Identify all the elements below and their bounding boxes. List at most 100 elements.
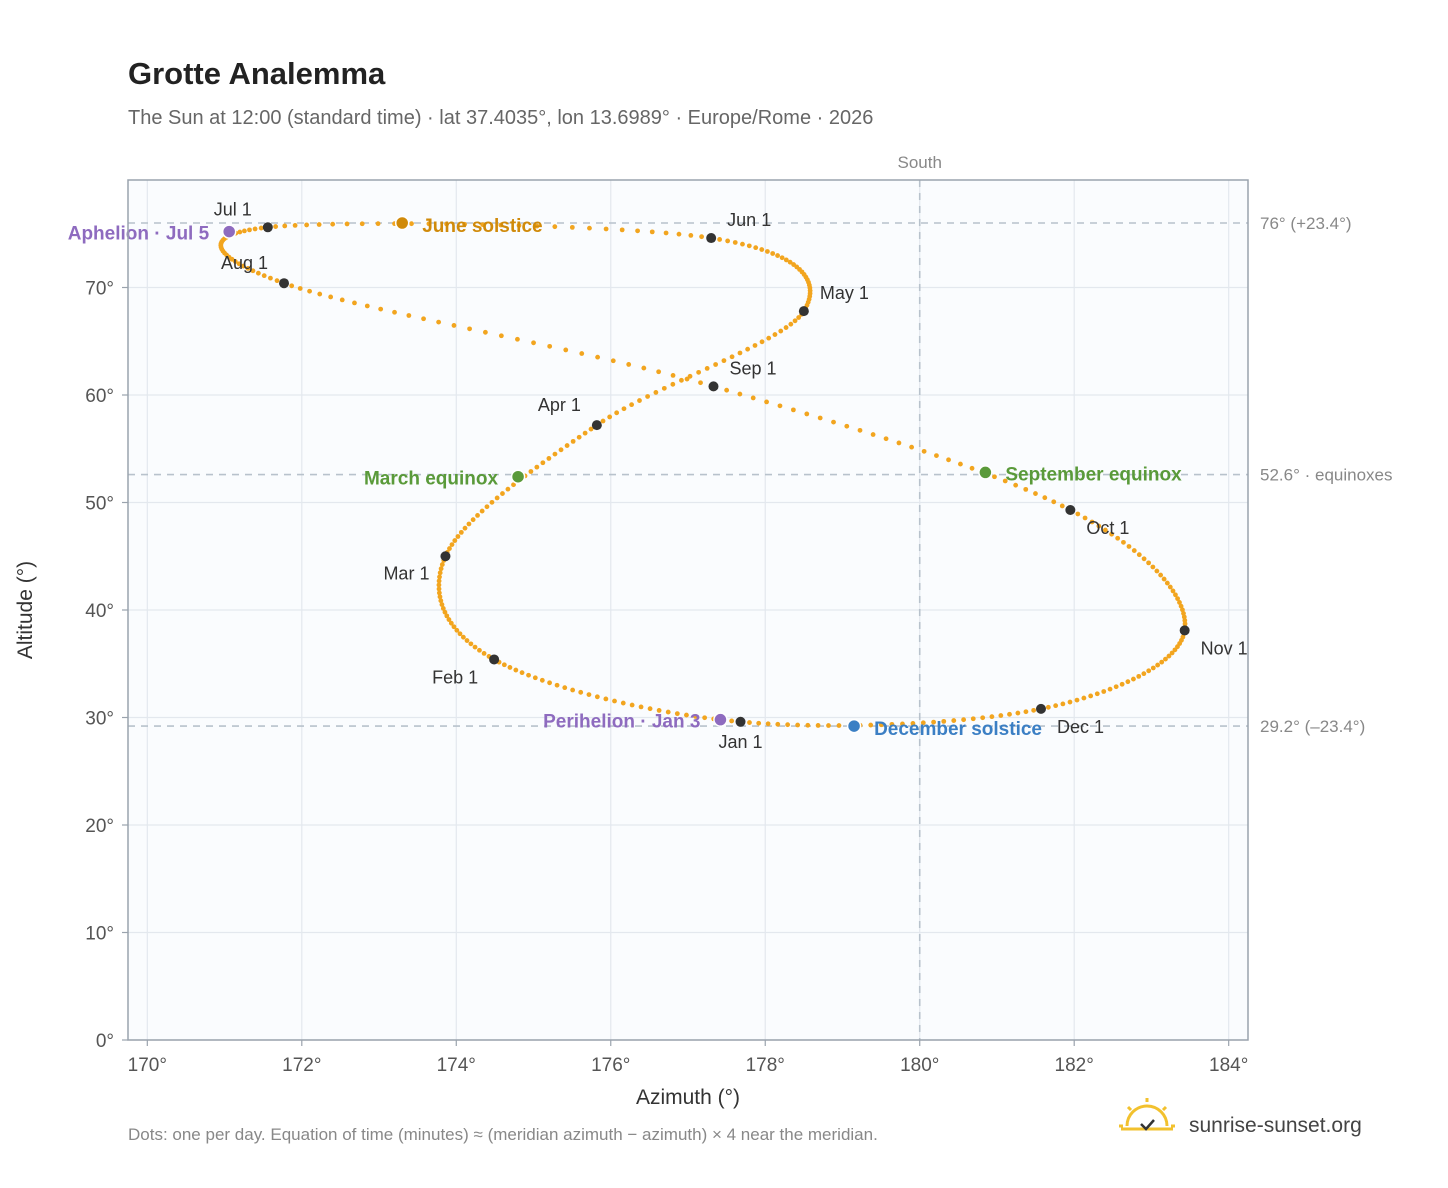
- daily-dot: [934, 453, 939, 458]
- daily-dot: [753, 245, 759, 251]
- daily-dot: [505, 486, 511, 492]
- daily-dot: [406, 313, 412, 318]
- daily-dot: [670, 381, 676, 387]
- event-marker: [394, 215, 410, 231]
- daily-dot: [1053, 703, 1059, 709]
- daily-dot: [1033, 491, 1038, 496]
- daily-dot: [498, 333, 504, 339]
- month-marker: [708, 381, 719, 392]
- x-tick-label: 182°: [1055, 1055, 1094, 1076]
- daily-dot: [815, 723, 821, 728]
- daily-dot: [1166, 653, 1172, 659]
- daily-dot: [679, 377, 684, 383]
- daily-dot: [603, 696, 609, 702]
- month-label: Sep 1: [729, 358, 776, 378]
- daily-dot: [684, 712, 689, 718]
- daily-dot: [442, 609, 448, 615]
- daily-dot: [684, 376, 690, 382]
- daily-dot: [1178, 603, 1184, 609]
- daily-dot: [375, 221, 381, 227]
- daily-dot: [552, 224, 558, 230]
- daily-dot: [674, 711, 680, 717]
- month-marker: [489, 654, 500, 665]
- daily-dot: [466, 521, 472, 527]
- daily-dot: [1161, 576, 1167, 582]
- daily-dot: [920, 720, 926, 726]
- daily-dot: [775, 721, 781, 727]
- daily-dot: [289, 283, 295, 289]
- daily-dot: [1182, 621, 1188, 627]
- daily-dot: [1013, 482, 1019, 488]
- daily-dot: [245, 265, 251, 271]
- daily-dot: [746, 243, 752, 249]
- daily-dot: [378, 306, 384, 312]
- daily-dot: [857, 427, 863, 433]
- daily-dot: [462, 525, 468, 531]
- daily-dot: [446, 617, 452, 622]
- daily-dot: [304, 222, 310, 228]
- daily-dot: [460, 634, 466, 640]
- month-label: Feb 1: [432, 667, 478, 687]
- daily-dot: [426, 221, 432, 227]
- daily-dot: [330, 221, 336, 227]
- daily-dot: [931, 719, 937, 725]
- daily-dot: [785, 722, 791, 728]
- daily-dot: [437, 574, 442, 580]
- daily-dot: [532, 675, 538, 681]
- daily-dot: [515, 336, 520, 342]
- daily-dot: [498, 222, 504, 228]
- daily-dot: [255, 270, 261, 276]
- event-label: December solstice: [874, 719, 1042, 740]
- daily-dot: [1023, 709, 1029, 715]
- daily-dot: [232, 259, 238, 264]
- daily-dot: [439, 602, 445, 607]
- daily-dot: [670, 373, 676, 378]
- daily-dot: [745, 346, 751, 352]
- daily-dot: [900, 721, 905, 727]
- daily-dot: [534, 223, 540, 229]
- daily-dot: [1131, 548, 1137, 553]
- daily-dot: [844, 423, 850, 429]
- y-tick-label: 20°: [85, 816, 114, 837]
- month-marker: [440, 551, 451, 562]
- daily-dot: [704, 366, 710, 371]
- daily-dot: [759, 339, 765, 345]
- daily-dot: [737, 391, 743, 397]
- daily-dot: [724, 387, 730, 393]
- daily-dot: [570, 438, 576, 444]
- daily-dot: [317, 291, 323, 297]
- daily-dot: [831, 419, 836, 425]
- month-label: May 1: [820, 283, 869, 303]
- daily-dot: [783, 325, 789, 330]
- daily-dot: [717, 237, 723, 242]
- daily-dot: [1015, 710, 1021, 716]
- daily-dot: [359, 221, 365, 227]
- y-axis-label: Altitude (°): [14, 561, 37, 659]
- daily-dot: [576, 434, 582, 440]
- daily-dot: [1107, 686, 1113, 692]
- daily-dot: [552, 451, 558, 457]
- daily-dot: [653, 390, 659, 395]
- daily-dot: [436, 590, 442, 596]
- daily-dot: [437, 594, 443, 600]
- event-marker: [221, 224, 237, 239]
- daily-dot: [1045, 704, 1051, 710]
- daily-dot: [1082, 515, 1088, 521]
- daily-dot: [621, 406, 627, 412]
- daily-dot: [534, 464, 540, 470]
- daily-dot: [540, 460, 546, 466]
- x-tick-label: 180°: [900, 1055, 939, 1076]
- daily-dot: [732, 240, 738, 245]
- daily-dot: [587, 225, 592, 231]
- daily-dot: [1081, 695, 1087, 701]
- daily-dot: [464, 638, 470, 643]
- chart-subtitle: The Sun at 12:00 (standard time) · lat 3…: [128, 107, 873, 129]
- daily-dot: [528, 469, 534, 474]
- daily-dot: [448, 620, 454, 626]
- daily-dot: [647, 706, 653, 712]
- daily-dot: [470, 517, 476, 523]
- daily-dot: [969, 465, 975, 471]
- daily-dot: [619, 227, 625, 233]
